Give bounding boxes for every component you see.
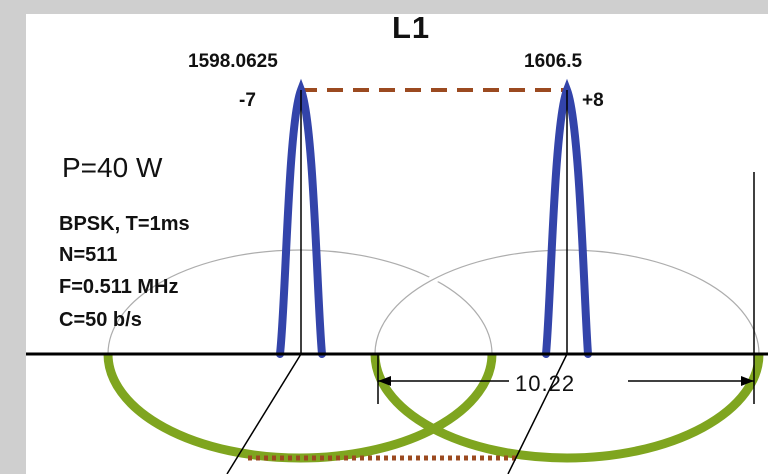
bandwidth-label: 10.22 [515,371,576,396]
right-carrier-channel-label: +8 [582,90,604,111]
bandwidth-right-arrow [741,376,754,386]
modulation-parameter: BPSK, T=1ms [59,213,190,235]
data-rate-parameter: C=50 b/s [59,309,142,331]
bandwidth-left-arrow [378,376,391,386]
right-ellipse-lower-arc [370,353,764,463]
right-carrier-frequency-label: 1606.5 [524,51,583,72]
left-diagonal-marker [226,353,302,474]
left-carrier-channel-label: -7 [239,90,256,111]
left-ellipse-lower-arc [103,353,497,463]
power-label: P=40 W [62,152,163,183]
left-ellipse-upper-arc [104,246,496,355]
code-length-parameter: N=511 [59,244,118,266]
diagram-title: L1 [392,10,431,45]
left-ellipse-upper-outline [107,249,493,355]
left-carrier-frequency-label: 1598.0625 [188,51,278,72]
right-diagonal-marker [507,353,568,474]
chip-rate-parameter: F=0.511 MHz [59,276,179,298]
